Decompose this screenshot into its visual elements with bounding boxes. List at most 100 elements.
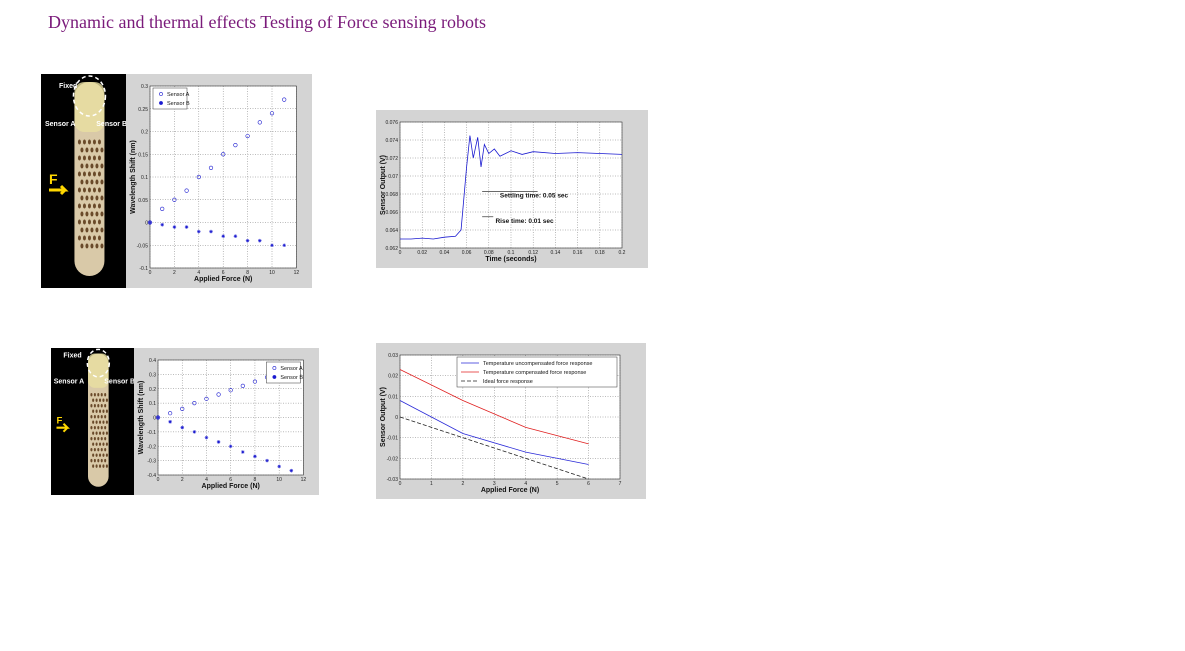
y-tick-label: 0.064 [385, 228, 398, 234]
point [228, 388, 233, 393]
x-tick-label: 0 [157, 477, 160, 483]
hole [93, 447, 96, 452]
point [172, 197, 177, 202]
y-tick-label: -0.1 [139, 266, 148, 272]
x-tick-label: 1 [430, 481, 433, 487]
point [233, 143, 238, 148]
hole [93, 403, 96, 408]
y-tick-label: 0.05 [138, 198, 148, 204]
hole [80, 163, 84, 169]
y-tick-label: 0.2 [149, 387, 156, 393]
y-tick-label: 0.074 [385, 138, 398, 144]
x-axis-label: Time (seconds) [485, 256, 536, 263]
hole [95, 211, 99, 217]
hole [87, 171, 91, 177]
hole [80, 211, 84, 217]
hole [82, 139, 86, 145]
legend-swatch [159, 92, 163, 96]
hole [102, 464, 105, 468]
x-tick-label: 4 [197, 270, 200, 276]
chart: 0 2 4 6 8 10 12 -0.4 -0.3 -0.2 -0.1 0 0.1 0.2 0.3 0.4 Ap… [134, 348, 319, 495]
y-tick-label: 0.4 [149, 358, 156, 364]
y-axis-label: Sensor Output (V) [380, 387, 387, 447]
hole [95, 195, 99, 201]
point [148, 220, 152, 225]
point [192, 401, 197, 406]
hole [90, 458, 93, 463]
hole [97, 139, 101, 145]
hole [92, 219, 96, 225]
point [184, 225, 189, 229]
hole [100, 211, 104, 217]
x-tick-label: 5 [556, 481, 559, 487]
legend-label: Temperature uncompensated force response [483, 361, 592, 367]
y-tick-label: 0.01 [388, 394, 398, 400]
y-tick-label: 0.062 [385, 246, 398, 252]
x-tick-label: 0.2 [619, 250, 626, 256]
hole [97, 436, 100, 441]
y-tick-label: 0 [395, 415, 398, 421]
x-tick-label: 0 [399, 481, 402, 487]
hole [90, 195, 94, 201]
page-title: Dynamic and thermal effects Testing of F… [48, 12, 486, 32]
hole [98, 464, 102, 468]
y-tick-label: 0.2 [141, 130, 148, 136]
hole [100, 227, 104, 233]
hole [104, 392, 107, 397]
hole [80, 227, 84, 233]
hole [90, 392, 93, 397]
hole [105, 464, 108, 468]
hole [87, 155, 91, 161]
point [168, 411, 173, 416]
series-line [400, 135, 623, 240]
hole [105, 453, 108, 457]
hole [92, 453, 95, 457]
point [168, 420, 172, 424]
hole [87, 219, 91, 225]
hole [95, 431, 98, 435]
hole [95, 179, 99, 185]
hole [82, 219, 86, 225]
hole [77, 219, 81, 225]
hole [85, 179, 89, 185]
hole [90, 179, 94, 185]
hole [92, 139, 96, 145]
hole [87, 203, 91, 209]
point [172, 225, 177, 229]
tube-top [74, 82, 105, 132]
photo-label: Fixed [59, 83, 77, 90]
x-tick-label: 10 [269, 270, 275, 276]
y-tick-label: 0 [153, 416, 156, 422]
hole [82, 155, 86, 161]
hole [104, 436, 107, 441]
x-tick-label: 2 [181, 477, 184, 483]
hole [90, 227, 94, 233]
hole [80, 179, 84, 185]
hole [77, 235, 81, 241]
y-tick-label: -0.4 [147, 473, 156, 479]
hole [92, 431, 95, 435]
legend-label: Temperature compensated force response [483, 370, 586, 376]
hole [97, 203, 101, 209]
hole [92, 187, 96, 193]
hole [90, 436, 93, 441]
point [245, 133, 250, 139]
x-tick-label: 2 [173, 270, 176, 276]
fixed-ring [72, 75, 107, 117]
hole [98, 420, 102, 424]
x-tick-label: 0.04 [440, 250, 450, 256]
point [265, 458, 269, 463]
hole [97, 187, 101, 193]
chart: 0 2 4 6 8 10 12 -0.1 -0.05 0 0.05 0.1 0.15 0.2 0.25 0.3… [126, 74, 312, 288]
hole [82, 187, 86, 193]
force-arrow [49, 184, 69, 196]
hole [97, 392, 100, 397]
hole [95, 227, 99, 233]
hole [92, 420, 95, 424]
hole [95, 453, 98, 457]
x-tick-label: 0.06 [462, 250, 472, 256]
point [245, 238, 250, 243]
hole [92, 171, 96, 177]
hole [90, 447, 93, 452]
